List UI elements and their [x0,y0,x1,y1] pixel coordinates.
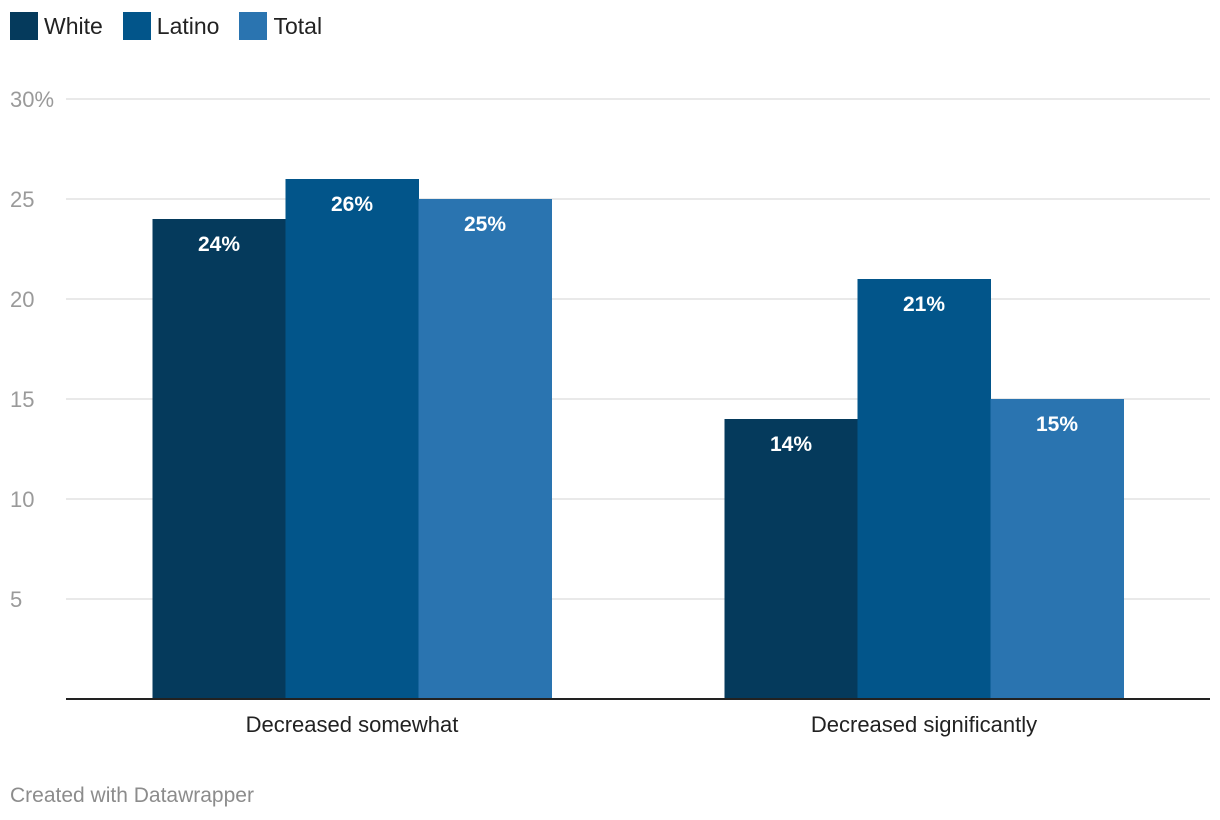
y-tick-label: 5 [10,587,22,612]
bar-latino-1 [857,279,991,699]
bar-white-1 [724,419,858,699]
x-axis-category-labels: Decreased somewhat Decreased significantl… [246,712,1038,737]
x-category-label: Decreased significantly [811,712,1037,737]
bar-value-labels: 24% 26% 25% 14% 21% 15% [198,193,1078,456]
legend-label-latino: Latino [156,12,220,39]
bar-value-label: 25% [464,213,506,236]
bar-total-0 [418,199,552,699]
legend-label-white: White [44,12,103,39]
bar-white-0 [152,219,286,699]
y-tick-label: 25 [10,187,34,212]
y-tick-label: 10 [10,487,34,512]
bar-value-label: 24% [198,233,240,256]
bar-value-label: 26% [331,193,373,216]
y-tick-label: 30% [10,87,54,112]
legend-item-white: White [10,12,103,40]
bar-value-label: 14% [770,433,812,456]
legend-label-total: Total [273,12,323,39]
legend-swatch-latino [122,12,151,40]
y-tick-label: 15 [10,387,34,412]
bar-total-1 [990,399,1124,699]
bars [152,179,1124,699]
legend-swatch-white [10,12,38,40]
legend-item-total: Total [239,12,322,40]
chart-legend: White Latino Total [10,12,322,40]
y-tick-label: 20 [10,287,34,312]
bar-value-label: 21% [903,293,945,316]
bar-latino-0 [285,179,419,699]
legend-swatch-total [239,12,268,40]
legend-item-latino: Latino [122,12,220,40]
footer-credit: Created with Datawrapper [10,784,254,807]
bar-value-label: 15% [1036,413,1078,436]
bar-chart: 5 10 15 20 25 30% 24% 26% 25% 14% 21% 15% Decrease… [10,87,1210,737]
x-category-label: Decreased somewhat [246,712,459,737]
y-axis-ticks: 5 10 15 20 25 30% [10,87,54,612]
